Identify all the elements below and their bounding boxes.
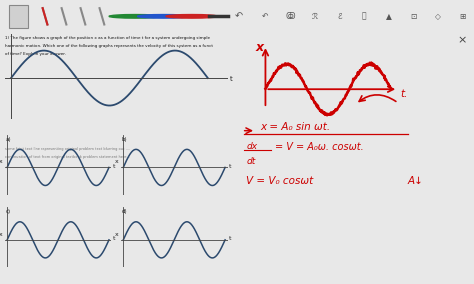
Text: ℛ: ℛ [312,12,318,21]
Text: 𝒯: 𝒯 [362,12,366,21]
Text: of time? Explain your answer.: of time? Explain your answer. [5,51,65,55]
Text: dt: dt [246,157,256,166]
Text: 1) The figure shows a graph of the position x as a function of time t for a syst: 1) The figure shows a graph of the posit… [5,36,210,40]
Bar [9,5,28,28]
Text: x: x [115,232,118,237]
Text: ⊞: ⊞ [459,12,466,21]
Text: d): d) [122,209,128,214]
Text: x: x [0,232,2,237]
Text: b): b) [122,137,128,142]
Text: harmonic motion. Which one of the following graphs represents the velocity of th: harmonic motion. Which one of the follow… [5,44,213,48]
Text: x = A₀ sin ωt.: x = A₀ sin ωt. [261,122,331,132]
Text: A↓: A↓ [408,176,423,186]
Text: t.: t. [401,89,408,99]
Text: ↶: ↶ [235,11,244,21]
Text: t: t [228,236,231,241]
Text: t: t [112,236,115,241]
Text: t: t [228,164,231,169]
Text: ↶: ↶ [262,12,269,21]
Text: x: x [0,159,2,164]
Text: t: t [112,164,115,169]
Text: = V = A₀ω. cosωt.: = V = A₀ω. cosωt. [275,142,364,152]
Text: ↂ: ↂ [285,12,295,21]
Text: V = V₀ cosωt: V = V₀ cosωt [246,176,314,186]
Text: t: t [230,76,233,82]
Text: ×: × [457,35,467,45]
Text: a): a) [6,137,11,142]
Circle shape [109,14,161,18]
Text: c): c) [6,209,11,214]
Text: ⊡: ⊡ [410,12,417,21]
Circle shape [137,14,190,18]
Text: ℰ: ℰ [337,12,342,21]
Text: x: x [115,159,118,164]
Text: x: x [256,41,264,54]
Text: dx: dx [246,142,257,151]
Circle shape [166,14,218,18]
Text: ◇: ◇ [435,12,441,21]
Text: continuation of text from original textbook problem statement here...: continuation of text from original textb… [5,154,129,158]
Text: some faint text line representing original problem text blurring out ....: some faint text line representing origin… [5,147,130,151]
Text: ▲: ▲ [386,12,392,21]
